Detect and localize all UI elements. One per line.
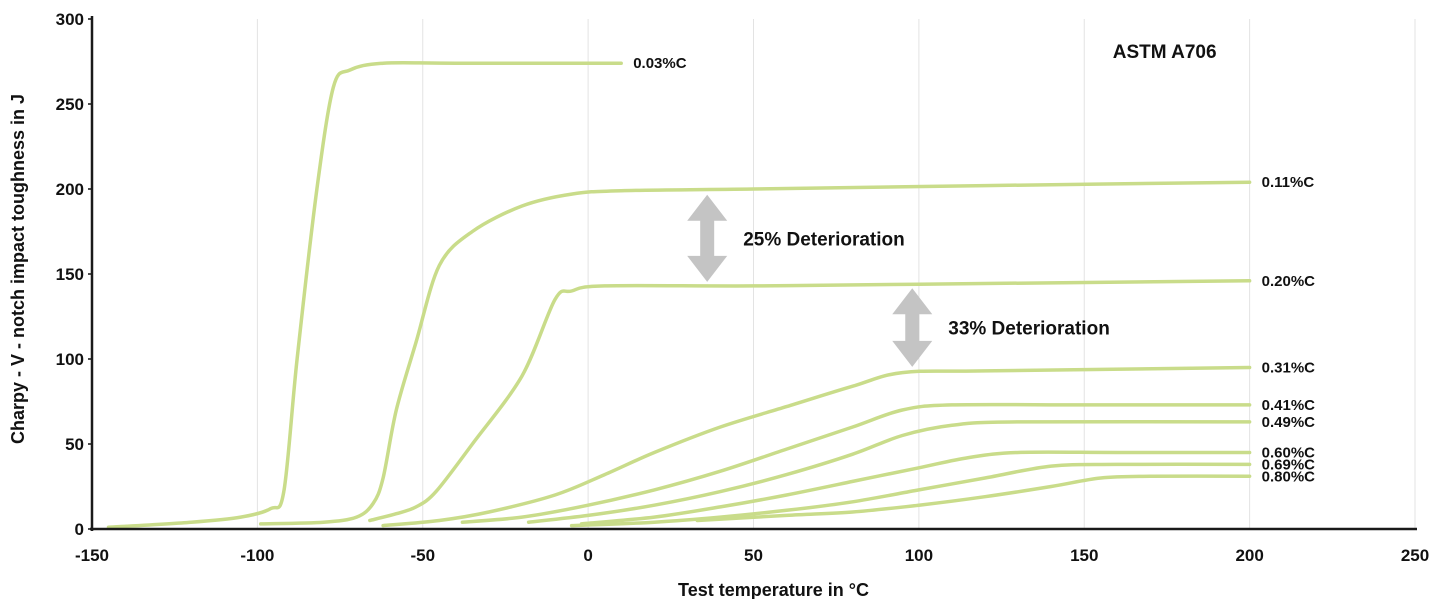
series-label: 0.69%C <box>1262 456 1316 473</box>
series-line <box>569 462 1252 528</box>
chart-title: ASTM A706 <box>1113 42 1217 63</box>
x-tick-label: 0 <box>583 546 592 565</box>
series-label: 0.11%C <box>1262 174 1315 191</box>
series-lines <box>106 60 1252 530</box>
y-tick-label: 0 <box>75 520 84 539</box>
series-label: 0.41%C <box>1262 397 1316 414</box>
series-label: 0.80%C <box>1262 468 1316 485</box>
x-tick-label: -150 <box>75 546 109 565</box>
x-tick-label: -100 <box>240 546 274 565</box>
double-arrow-icon <box>892 288 933 367</box>
series-label: 0.60%C <box>1262 445 1316 462</box>
y-tick-label: 150 <box>56 265 84 284</box>
series-line <box>695 474 1252 523</box>
series-label: 0.31%C <box>1262 360 1316 377</box>
series-line <box>579 450 1252 526</box>
series-label: 0.49%C <box>1262 414 1316 431</box>
x-tick-label: 150 <box>1070 546 1098 565</box>
deterioration-annotation: 25% Deterioration <box>743 229 905 250</box>
x-tick-label: 50 <box>744 546 763 565</box>
y-tick-label: 200 <box>56 180 84 199</box>
x-tick-label: 200 <box>1235 546 1263 565</box>
y-tick-label: 250 <box>56 95 84 114</box>
series-line <box>460 402 1252 524</box>
double-arrow-icon <box>687 194 728 282</box>
series-line <box>526 419 1252 524</box>
y-axis-title: Charpy - V - notch impact toughness in J <box>8 94 28 444</box>
x-tick-label: 100 <box>905 546 933 565</box>
x-tick-label: 250 <box>1401 546 1429 565</box>
series-label: 0.20%C <box>1262 273 1316 290</box>
y-tick-label: 300 <box>56 10 84 29</box>
labels: -150 -100 -50 0 50 100 150 200 250 0 50 100 150 200 25… <box>56 10 1430 565</box>
axes <box>88 16 1417 531</box>
y-tick-label: 100 <box>56 350 84 369</box>
series-line <box>258 180 1252 526</box>
deterioration-arrows <box>687 194 933 367</box>
series-line <box>106 60 623 530</box>
series-line <box>381 365 1252 528</box>
x-tick-label: -50 <box>410 546 435 565</box>
series-label: 0.03%C <box>633 55 687 72</box>
deterioration-annotation: 33% Deterioration <box>948 319 1110 340</box>
gridlines <box>256 19 1416 529</box>
y-tick-label: 50 <box>65 435 84 454</box>
x-axis-title: Test temperature in °C <box>678 580 869 599</box>
series-line <box>368 279 1252 523</box>
